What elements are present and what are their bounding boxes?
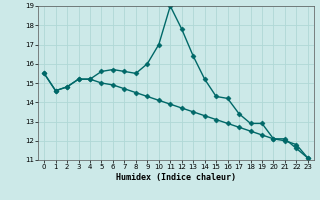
X-axis label: Humidex (Indice chaleur): Humidex (Indice chaleur): [116, 173, 236, 182]
